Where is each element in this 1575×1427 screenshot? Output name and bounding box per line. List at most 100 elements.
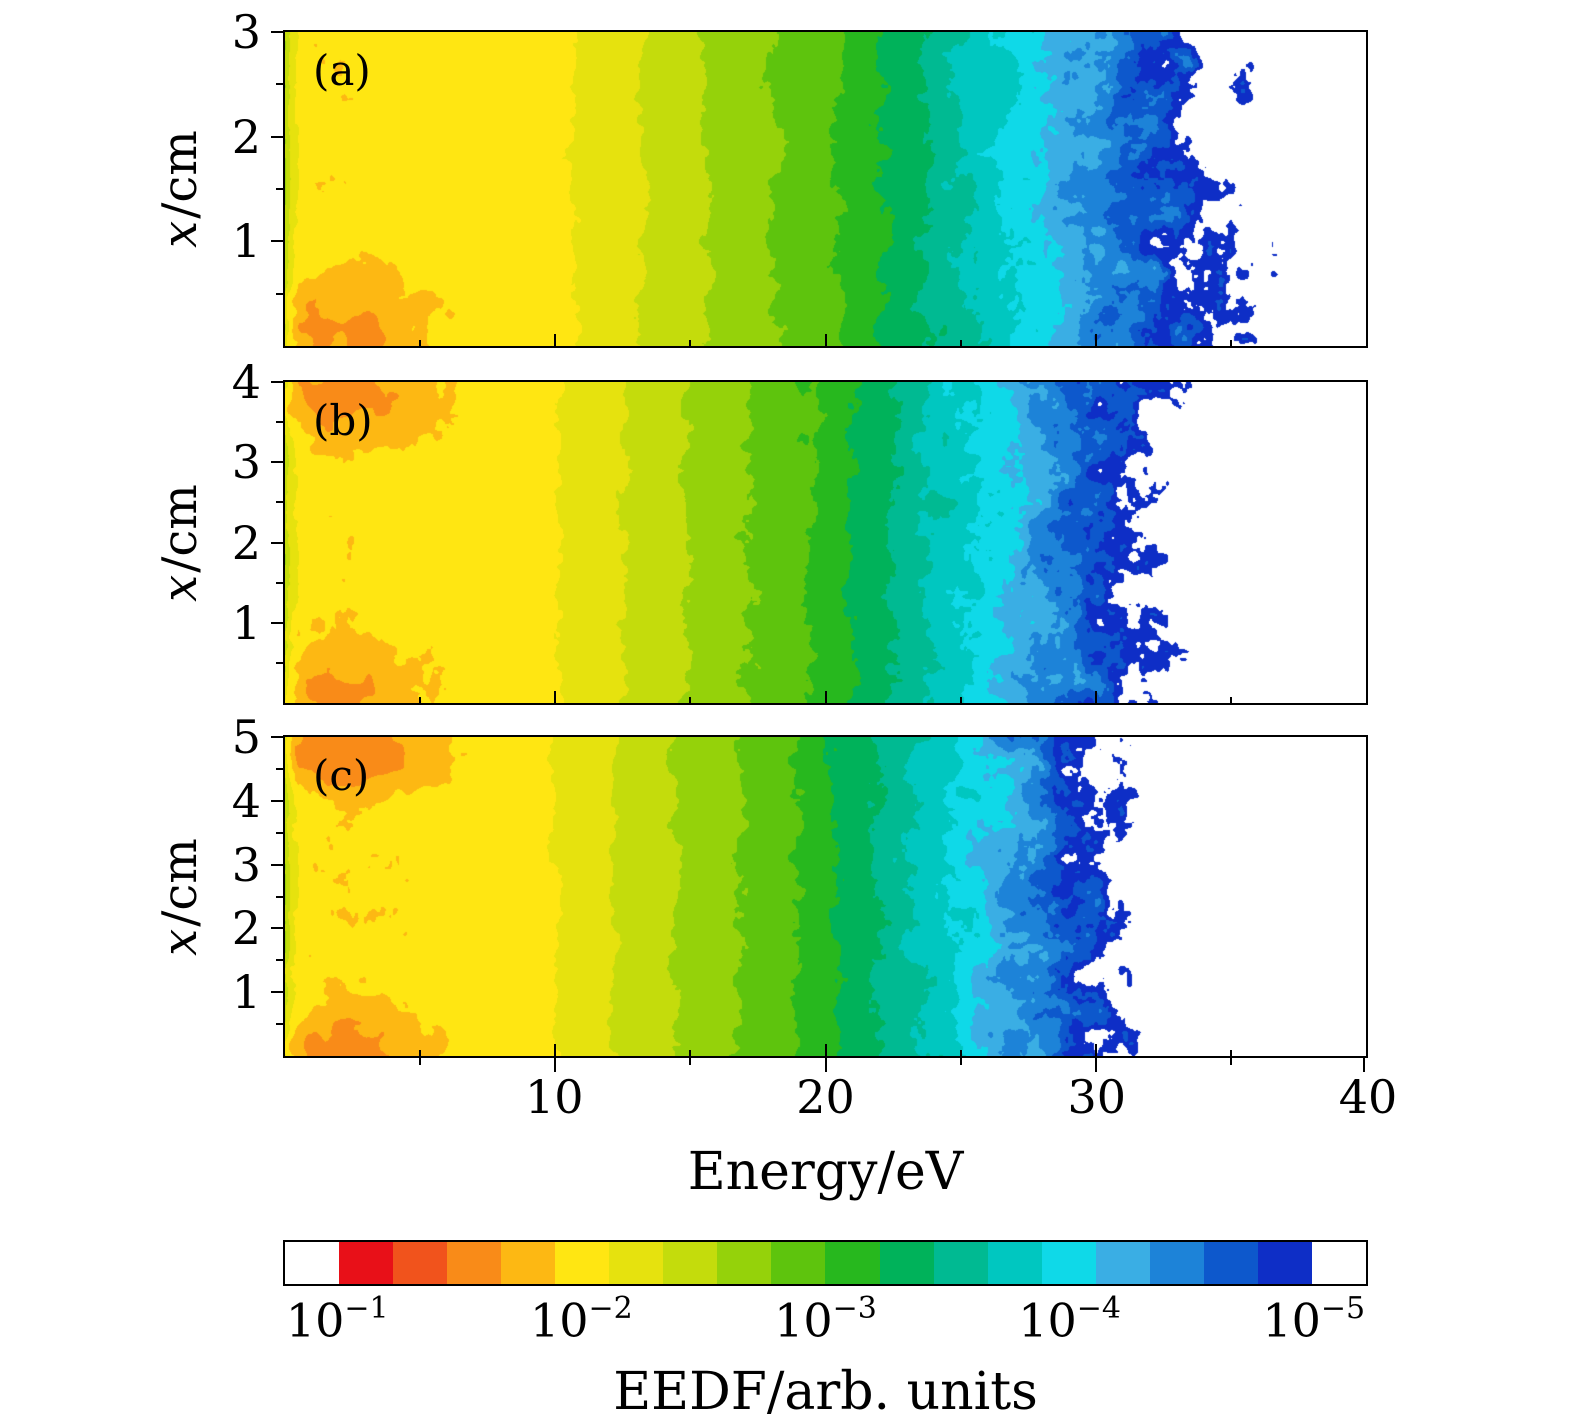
colorbar-segment [825, 1242, 880, 1284]
colorbar-segment [339, 1242, 394, 1284]
colorbar-segment [447, 1242, 502, 1284]
y-major-tick [271, 135, 283, 138]
y-tick-label: 2 [231, 901, 261, 956]
y-minor-tick [276, 895, 283, 898]
heatmap-canvas-a [285, 32, 1366, 346]
colorbar-segment [501, 1242, 556, 1284]
x-tick-label: 20 [796, 1070, 855, 1124]
y-minor-tick [276, 661, 283, 664]
colorbar-tick-label: 10−4 [1018, 1291, 1122, 1348]
x-minor-tick-inner [1229, 340, 1232, 346]
y-minor-tick [276, 501, 283, 504]
x-minor-tick-inner [689, 697, 692, 703]
x-minor-tick-inner [419, 340, 422, 346]
x-minor-tick [689, 1058, 692, 1065]
x-tick-label: 10 [524, 1070, 584, 1124]
x-tick-label: 30 [1067, 1070, 1127, 1124]
x-major-tick-inner [1094, 334, 1097, 346]
x-minor-tick-inner [959, 697, 962, 703]
y-tick-label: 3 [231, 435, 261, 490]
panel-label-b: (b) [313, 396, 373, 445]
y-tick-label: 2 [231, 515, 261, 570]
y-tick-label: 4 [231, 773, 261, 828]
y-minor-tick [276, 421, 283, 424]
y-axis-title-c: x/cm [152, 838, 208, 956]
x-major-tick-inner [824, 691, 827, 703]
colorbar [283, 1240, 1368, 1286]
colorbar-title: EEDF/arb. units [613, 1362, 1038, 1422]
y-major-tick [271, 541, 283, 544]
y-minor-tick [276, 959, 283, 962]
y-major-tick [271, 991, 283, 994]
x-minor-tick-inner [1229, 1050, 1232, 1056]
x-minor-tick [959, 1058, 962, 1065]
y-major-tick [271, 736, 283, 738]
colorbar-segment [1149, 1242, 1204, 1284]
colorbar-segment [285, 1242, 340, 1284]
y-minor-tick [276, 581, 283, 584]
y-tick-label: 2 [231, 109, 261, 164]
colorbar-tick-labels: 10−1 10−2 10−3 10−4 10−5 [283, 1291, 1368, 1358]
y-major-tick [271, 381, 283, 383]
colorbar-segment [1041, 1242, 1096, 1284]
x-minor-tick-inner [959, 1050, 962, 1056]
x-major-tick [1363, 1058, 1365, 1072]
colorbar-segment [1257, 1242, 1312, 1284]
colorbar-segment [717, 1242, 772, 1284]
y-axis-variable: x [152, 928, 208, 956]
x-tick-label: 40 [1338, 1070, 1398, 1124]
y-major-tick [271, 240, 283, 243]
x-minor-tick-inner [419, 1050, 422, 1056]
colorbar-segment [663, 1242, 718, 1284]
y-major-tick [271, 863, 283, 866]
y-major-tick [271, 799, 283, 802]
x-major-tick [1094, 1058, 1097, 1072]
heatmap-canvas-b [285, 382, 1366, 703]
heatmap-canvas-c [285, 737, 1366, 1056]
x-major-tick-inner [554, 691, 557, 703]
y-axis-unit: /cm [152, 484, 208, 573]
y-axis-title-b: x/cm [152, 484, 208, 602]
y-minor-tick [276, 292, 283, 295]
x-major-tick-inner [554, 334, 557, 346]
colorbar-tick-label: 10−3 [774, 1291, 877, 1348]
y-axis-unit: /cm [152, 838, 208, 927]
colorbar-segment [771, 1242, 826, 1284]
y-axis-title-a: x/cm [152, 130, 208, 248]
x-minor-tick-inner [419, 697, 422, 703]
x-axis-title: Energy/eV [687, 1142, 964, 1202]
colorbar-segment [1311, 1242, 1366, 1284]
x-major-tick [554, 1058, 557, 1072]
y-minor-tick [276, 831, 283, 834]
y-tick-label: 3 [231, 5, 261, 59]
x-major-tick-inner [554, 1044, 557, 1056]
x-minor-tick-inner [689, 1050, 692, 1056]
y-axis-variable: x [152, 220, 208, 248]
x-major-tick-inner [1094, 1044, 1097, 1056]
x-minor-tick-inner [1229, 697, 1232, 703]
y-minor-tick [276, 1023, 283, 1026]
colorbar-segment [1203, 1242, 1258, 1284]
colorbar-segment [555, 1242, 610, 1284]
x-minor-tick-inner [689, 340, 692, 346]
y-tick-label: 5 [231, 710, 261, 764]
y-major-tick [271, 461, 283, 464]
colorbar-segment [987, 1242, 1042, 1284]
colorbar-segment [879, 1242, 934, 1284]
x-major-tick-inner [824, 1044, 827, 1056]
colorbar-tick-label: 10−1 [285, 1291, 389, 1348]
y-major-tick [271, 927, 283, 930]
panel-label-a: (a) [313, 46, 371, 95]
x-minor-tick [419, 1058, 422, 1065]
colorbar-segment [933, 1242, 988, 1284]
y-minor-tick [276, 83, 283, 86]
x-minor-tick-inner [959, 340, 962, 346]
x-major-tick-inner [824, 334, 827, 346]
colorbar-tick-label: 10−5 [1262, 1291, 1366, 1348]
y-major-tick [271, 621, 283, 624]
y-tick-label: 1 [231, 965, 261, 1020]
x-minor-tick [1229, 1058, 1232, 1065]
